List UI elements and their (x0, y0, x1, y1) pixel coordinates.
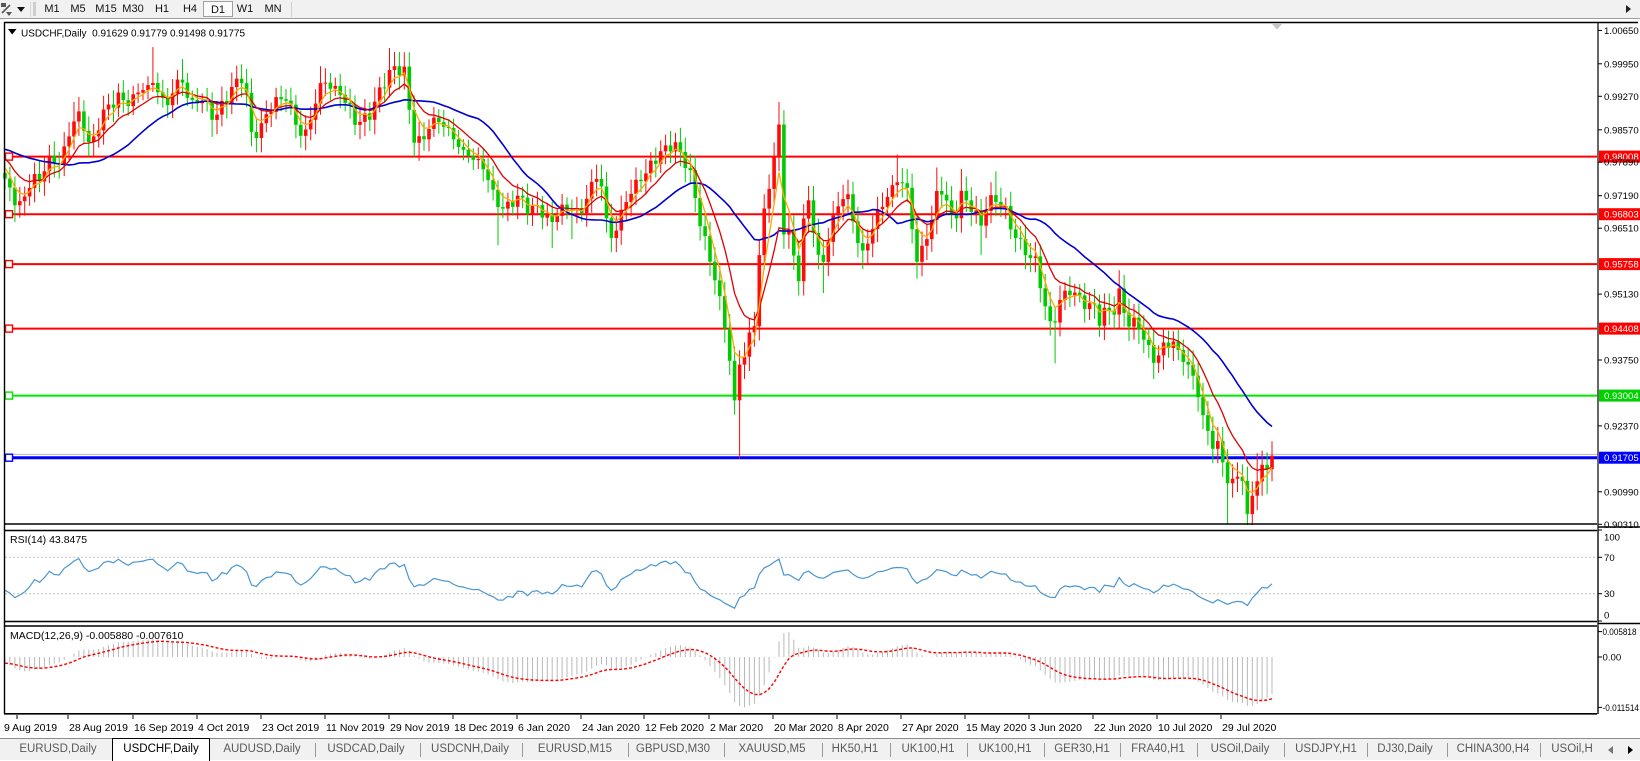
svg-text:0.90310: 0.90310 (1604, 520, 1639, 531)
svg-text:6 Jan 2020: 6 Jan 2020 (518, 722, 570, 734)
svg-text:24 Jan 2020: 24 Jan 2020 (582, 722, 640, 734)
svg-text:12 Feb 2020: 12 Feb 2020 (645, 722, 704, 734)
svg-text:0.93750: 0.93750 (1604, 356, 1639, 367)
svg-text:11 Nov 2019: 11 Nov 2019 (326, 722, 385, 734)
svg-text:18 Dec 2019: 18 Dec 2019 (454, 722, 514, 734)
svg-text:0.005818: 0.005818 (1603, 627, 1637, 638)
svg-text:8 Apr 2020: 8 Apr 2020 (838, 722, 889, 734)
svg-text:29 Nov 2019: 29 Nov 2019 (390, 722, 450, 734)
svg-text:0.99950: 0.99950 (1604, 59, 1639, 70)
svg-text:-0.011514: -0.011514 (1603, 703, 1640, 714)
svg-text:0.95130: 0.95130 (1604, 290, 1639, 301)
svg-text:23 Oct 2019: 23 Oct 2019 (262, 722, 319, 734)
svg-text:1.00650: 1.00650 (1604, 26, 1639, 37)
svg-text:29 Jul 2020: 29 Jul 2020 (1222, 722, 1276, 734)
svg-text:0: 0 (1604, 611, 1609, 622)
svg-text:MACD(12,26,9) -0.005880 -0.007: MACD(12,26,9) -0.005880 -0.007610 (10, 630, 184, 642)
svg-text:30: 30 (1604, 589, 1615, 600)
svg-text:3 Jun 2020: 3 Jun 2020 (1030, 722, 1082, 734)
svg-text:0.95758: 0.95758 (1604, 260, 1639, 271)
svg-text:0.96803: 0.96803 (1604, 210, 1639, 221)
svg-text:RSI(14) 43.8475: RSI(14) 43.8475 (10, 534, 87, 546)
svg-text:20 Mar 2020: 20 Mar 2020 (774, 722, 833, 734)
svg-text:15 May 2020: 15 May 2020 (966, 722, 1027, 734)
svg-text:2 Mar 2020: 2 Mar 2020 (710, 722, 763, 734)
svg-text:4 Oct 2019: 4 Oct 2019 (198, 722, 250, 734)
svg-text:0.96510: 0.96510 (1604, 224, 1639, 235)
svg-text:10 Jul 2020: 10 Jul 2020 (1158, 722, 1212, 734)
svg-text:USDCHF,Daily 0.91629 0.91779: USDCHF,Daily 0.91629 0.91779 0.91498 0.9… (21, 29, 245, 40)
svg-text:0.99270: 0.99270 (1604, 92, 1639, 103)
svg-text:0.90990: 0.90990 (1604, 487, 1639, 498)
svg-text:0.98008: 0.98008 (1604, 152, 1639, 163)
svg-text:0.93004: 0.93004 (1604, 391, 1639, 402)
svg-text:70: 70 (1604, 553, 1615, 564)
svg-text:0.91705: 0.91705 (1604, 453, 1639, 464)
svg-text:0.00: 0.00 (1603, 653, 1622, 664)
svg-text:0.97190: 0.97190 (1604, 191, 1639, 202)
svg-text:16 Sep 2019: 16 Sep 2019 (134, 722, 194, 734)
svg-text:0.97890: 0.97890 (1604, 158, 1639, 169)
svg-text:0.98570: 0.98570 (1604, 125, 1639, 136)
svg-text:28 Aug 2019: 28 Aug 2019 (69, 722, 128, 734)
svg-text:100: 100 (1604, 533, 1620, 544)
svg-text:9 Aug 2019: 9 Aug 2019 (4, 722, 57, 734)
svg-text:0.94408: 0.94408 (1604, 324, 1639, 335)
svg-text:27 Apr 2020: 27 Apr 2020 (902, 722, 959, 734)
svg-text:0.92370: 0.92370 (1604, 421, 1639, 432)
svg-text:22 Jun 2020: 22 Jun 2020 (1094, 722, 1152, 734)
